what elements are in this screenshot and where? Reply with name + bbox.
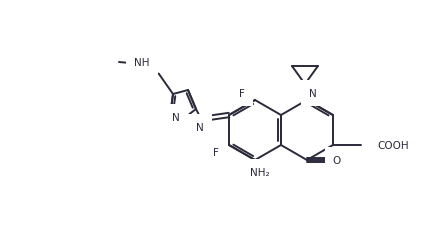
Text: NH: NH xyxy=(134,58,150,68)
Text: O: O xyxy=(333,155,341,165)
Text: N: N xyxy=(172,113,180,122)
Text: F: F xyxy=(213,147,219,157)
Text: N: N xyxy=(309,89,317,99)
Text: F: F xyxy=(239,89,245,99)
Text: COOH: COOH xyxy=(377,140,408,150)
Text: NH₂: NH₂ xyxy=(250,167,270,177)
Text: N: N xyxy=(196,122,204,132)
